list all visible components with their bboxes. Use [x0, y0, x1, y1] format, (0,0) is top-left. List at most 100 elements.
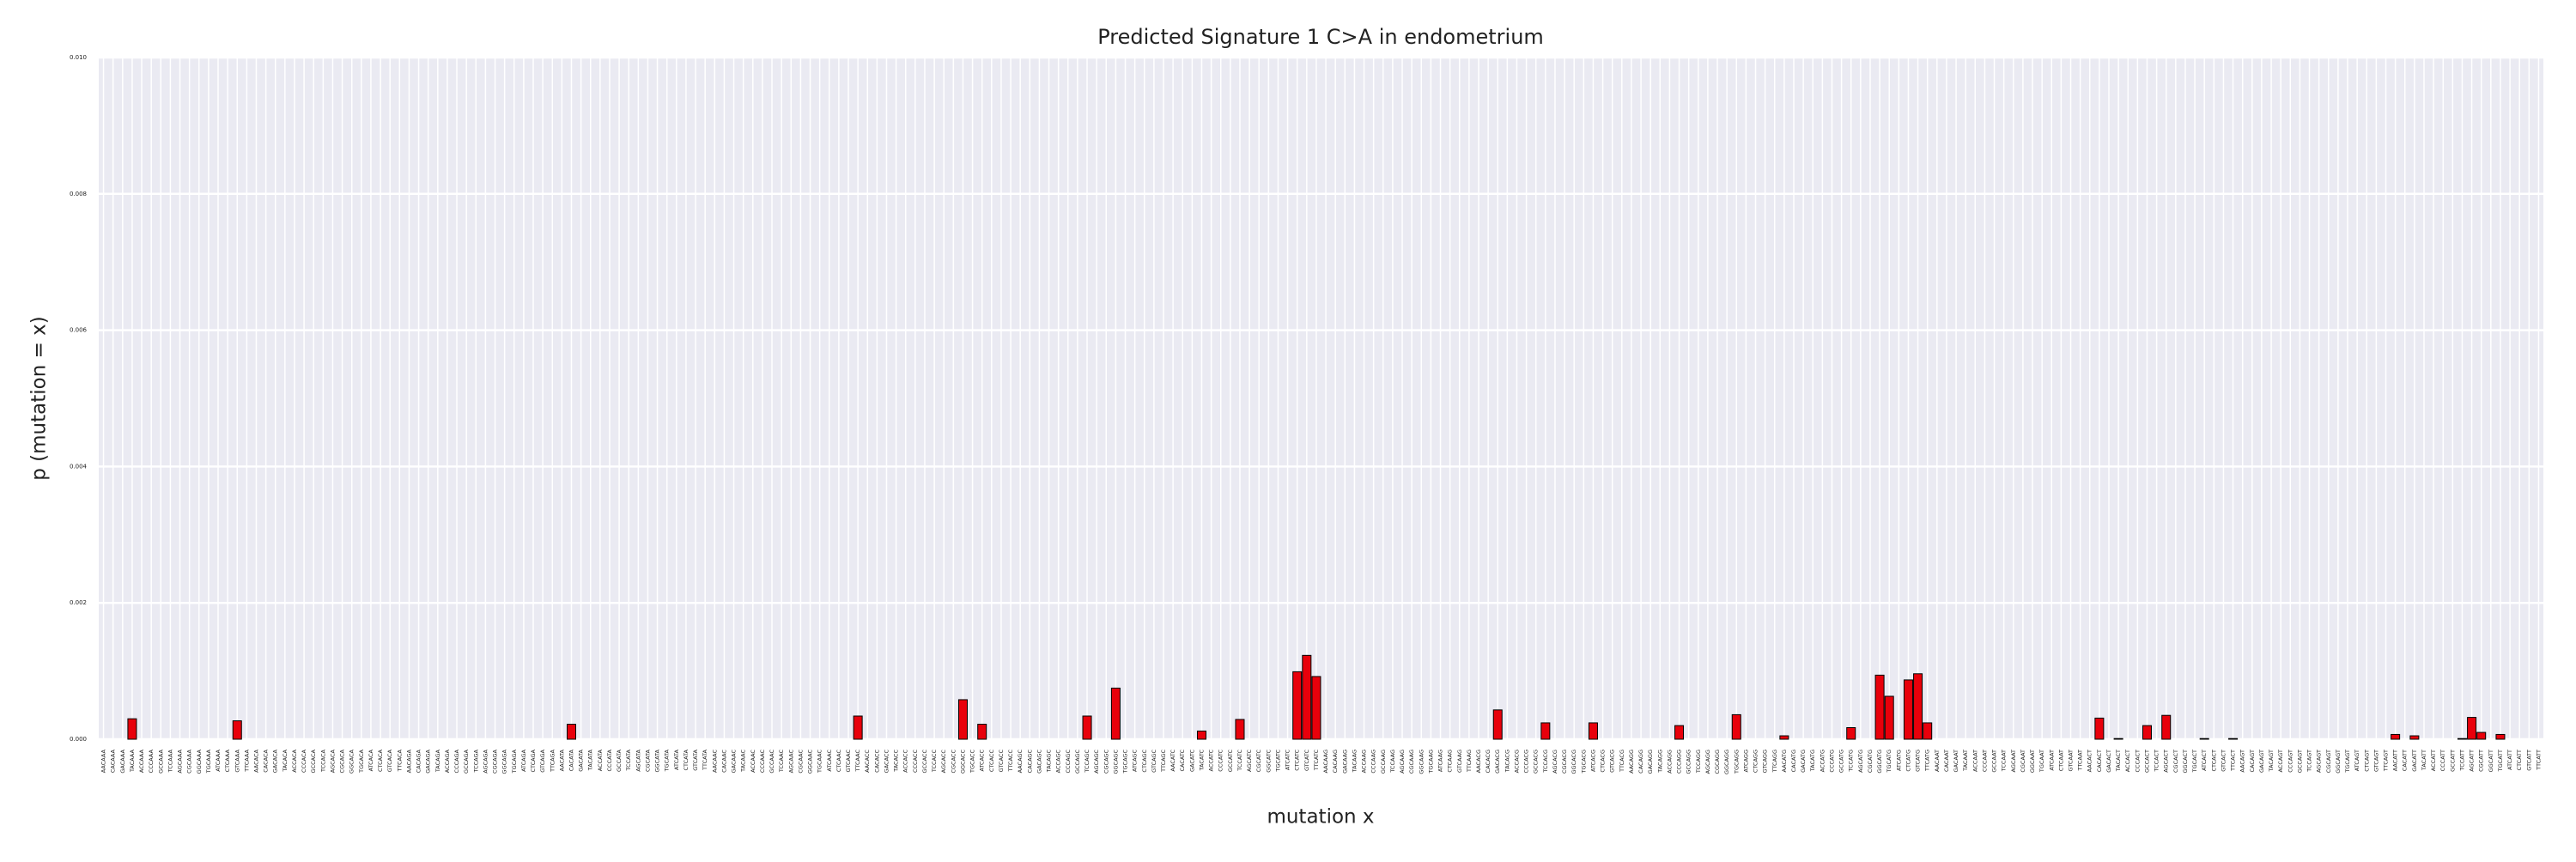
x-tick-label: CCCACC — [912, 750, 919, 773]
x-tick-label: TGCAAT — [2038, 750, 2045, 773]
x-tick-label: CTCAAC — [835, 750, 842, 773]
x-tick-label: TGCAGA — [511, 749, 518, 774]
x-tick-label: TGCACA — [358, 749, 365, 773]
x-tick-label: CCCAAC — [759, 750, 766, 774]
x-tick-label: AGCACT — [2163, 750, 2170, 773]
x-tick-label: GTCACA — [386, 749, 393, 772]
y-tick-label: 0.004 — [70, 463, 88, 470]
x-tick-label: AGCATG — [1857, 750, 1864, 773]
x-tick-label: AGCAAG — [1399, 750, 1406, 774]
x-tick-label: TCCACT — [2154, 750, 2160, 773]
x-tick-label: CTCAAA — [224, 749, 231, 772]
x-tick-label: ACCACC — [902, 750, 909, 773]
x-tick-label: GGCATA — [654, 749, 661, 772]
x-tick-label: GACACG — [1494, 750, 1501, 774]
x-tick-label: CGCATA — [644, 749, 651, 772]
x-tick-label: CTCAGG — [1753, 750, 1759, 773]
x-tick-label: GACAGG — [1647, 750, 1654, 774]
bar — [2142, 725, 2152, 740]
x-tick-label: CACAAC — [720, 750, 727, 773]
x-tick-label: TACAGC — [1046, 750, 1053, 774]
x-tick-label: CTCACA — [377, 749, 384, 772]
x-tick-label: GGCATC — [1265, 750, 1272, 773]
x-tick-label: CTCAGT — [2363, 750, 2370, 772]
x-tick-label: CGCAGA — [492, 749, 499, 773]
x-tick-label: TGCAAG — [1427, 750, 1434, 774]
x-tick-label: TCCACA — [319, 749, 326, 773]
x-tick-label: GTCATC — [1303, 750, 1310, 771]
x-tick-label: GTCACT — [2220, 750, 2227, 772]
x-tick-label: AGCATT — [2469, 750, 2476, 772]
x-tick-label: CCCAGA — [453, 749, 460, 773]
bar — [232, 720, 242, 740]
x-tick-label: ATCAAG — [1437, 750, 1444, 772]
x-tick-label: ATCATT — [2506, 750, 2513, 770]
x-tick-label: CCCAGC — [1065, 750, 1072, 774]
x-tick-label: ACCACA — [291, 749, 298, 772]
x-tick-label: GTCATA — [692, 749, 699, 770]
x-tick-label: CTCACT — [2210, 750, 2217, 772]
x-tick-label: GGCACG — [1571, 750, 1577, 774]
bar — [2457, 738, 2467, 740]
x-tick-label: CACAAA — [110, 749, 117, 773]
x-tick-label: CGCATC — [1255, 750, 1262, 773]
x-tick-label: TTCAGA — [549, 749, 556, 772]
x-tick-label: TTCAGT — [2383, 750, 2390, 772]
x-tick-label: AGCACC — [940, 750, 947, 774]
x-tick-label: TGCACC — [969, 750, 976, 774]
x-tick-label: CCCAAT — [1981, 750, 1988, 772]
x-tick-label: GACAAG — [1341, 750, 1348, 774]
x-tick-label: TTCAAT — [2077, 750, 2084, 772]
x-tick-label: TGCACT — [2191, 750, 2198, 773]
x-tick-label: ATCAGT — [2354, 750, 2360, 771]
x-tick-label: TTCATT — [2535, 750, 2542, 771]
x-tick-label: CTCACC — [988, 750, 995, 773]
x-tick-label: TGCAGT — [2344, 750, 2351, 774]
x-tick-label: ACCAGA — [444, 749, 451, 773]
x-tick-label: CCCATA — [606, 749, 613, 771]
x-tick-label: CTCAGC — [1141, 750, 1148, 773]
x-tick-label: GGCATT — [2488, 750, 2494, 772]
bar — [1292, 671, 1303, 740]
x-tick-label: AGCAGC — [1093, 750, 1100, 774]
x-tick-label: AGCATC — [1246, 750, 1253, 772]
x-tick-label: CTCATA — [683, 749, 690, 770]
x-tick-label: CTCATT — [2516, 750, 2523, 770]
bar — [1110, 687, 1121, 740]
x-tick-label: TACACA — [282, 749, 289, 772]
x-tick-label: CGCACC — [950, 750, 957, 774]
x-tick-label: GCCATG — [1838, 750, 1845, 773]
x-tick-label: AACACT — [2087, 750, 2093, 772]
x-tick-label: GACAAT — [1953, 750, 1959, 772]
x-tick-label: AACAGC — [1017, 750, 1024, 774]
bar — [2094, 717, 2105, 740]
x-tick-label: CGCAGT — [2325, 750, 2332, 773]
x-tick-label: GGCAAT — [2029, 750, 2036, 773]
x-tick-label: TTCAAC — [854, 750, 861, 773]
x-tick-label: TTCATG — [1924, 750, 1931, 772]
x-tick-label: GGCAGA — [501, 749, 508, 774]
x-tick-label: ACCAAT — [1971, 750, 1978, 772]
x-tick-label: GGCAGG — [1723, 750, 1730, 774]
x-tick-label: GCCACG — [1533, 750, 1540, 774]
x-tick-label: CTCATC — [1294, 750, 1301, 771]
x-tick-label: TCCAGG — [1695, 750, 1702, 774]
x-tick-label: TTCACA — [396, 749, 403, 772]
x-tick-label: GACAGC — [1036, 750, 1042, 774]
x-tick-label: GCCAGT — [2296, 750, 2303, 773]
x-tick-label: CTCACG — [1600, 750, 1607, 773]
y-tick-label: 0.006 — [70, 327, 88, 334]
y-tick-label: 0.000 — [70, 736, 87, 743]
x-tick-label: CGCAAG — [1408, 750, 1415, 774]
x-tick-label: CTCAGA — [530, 749, 537, 772]
x-tick-label: CCCATT — [2439, 750, 2446, 771]
x-tick-label: GACAGT — [2258, 750, 2265, 773]
x-tick-label: GTCAAC — [845, 750, 852, 773]
x-tick-label: GTCACC — [998, 750, 1005, 773]
x-tick-label: GTCATG — [1915, 750, 1922, 772]
x-tick-label: CGCATT — [2478, 750, 2485, 772]
x-tick-label: TACAAA — [129, 749, 136, 773]
x-tick-label: TCCAGC — [1084, 750, 1091, 774]
x-tick-label: ATCACA — [368, 749, 374, 771]
x-tick-label: GCCATT — [2449, 750, 2456, 772]
